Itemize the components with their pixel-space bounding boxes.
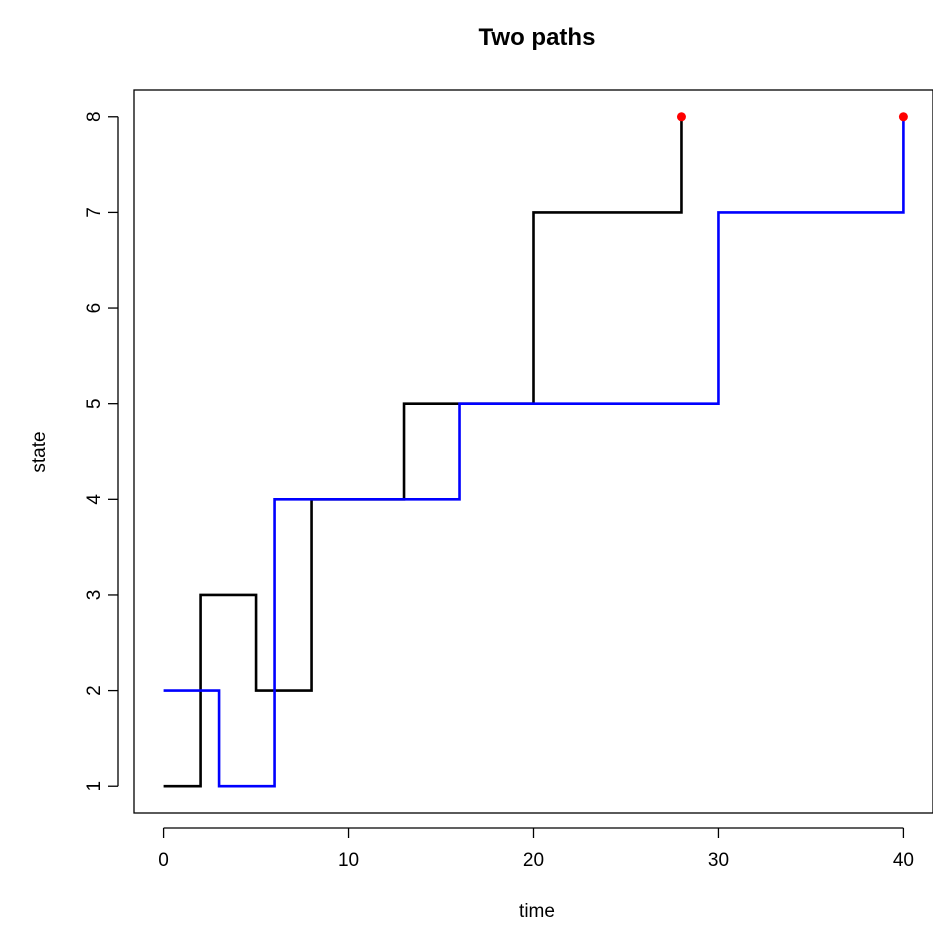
y-axis-label: state [29,431,50,472]
x-tick-label: 40 [893,850,914,871]
y-tick-label: 4 [84,494,105,505]
y-tick-label: 8 [84,111,105,122]
y-tick-label: 7 [84,207,105,218]
x-tick-label: 10 [338,850,359,871]
y-axis: 1 2 3 4 5 6 7 8 [84,111,119,792]
series-1-end-point [676,112,686,122]
series-1-step-line [163,116,683,788]
x-axis-label: time [519,901,555,922]
plot-frame [133,89,933,814]
series-layer [163,116,905,788]
chart-title: Two paths [479,24,596,51]
y-tick-label: 5 [84,398,105,409]
x-axis: 0 10 20 30 40 [158,827,914,871]
series-2-step-line [163,116,905,788]
series-2-end-point [898,112,908,122]
y-tick-label: 2 [84,685,105,696]
x-tick-label: 30 [708,850,729,871]
plot-area [163,112,908,788]
x-tick-label: 0 [158,850,169,871]
y-tick-label: 3 [84,590,105,601]
y-tick-label: 6 [84,303,105,314]
x-tick-label: 20 [523,850,544,871]
end-points-layer [676,112,908,122]
y-tick-label: 1 [84,781,105,792]
